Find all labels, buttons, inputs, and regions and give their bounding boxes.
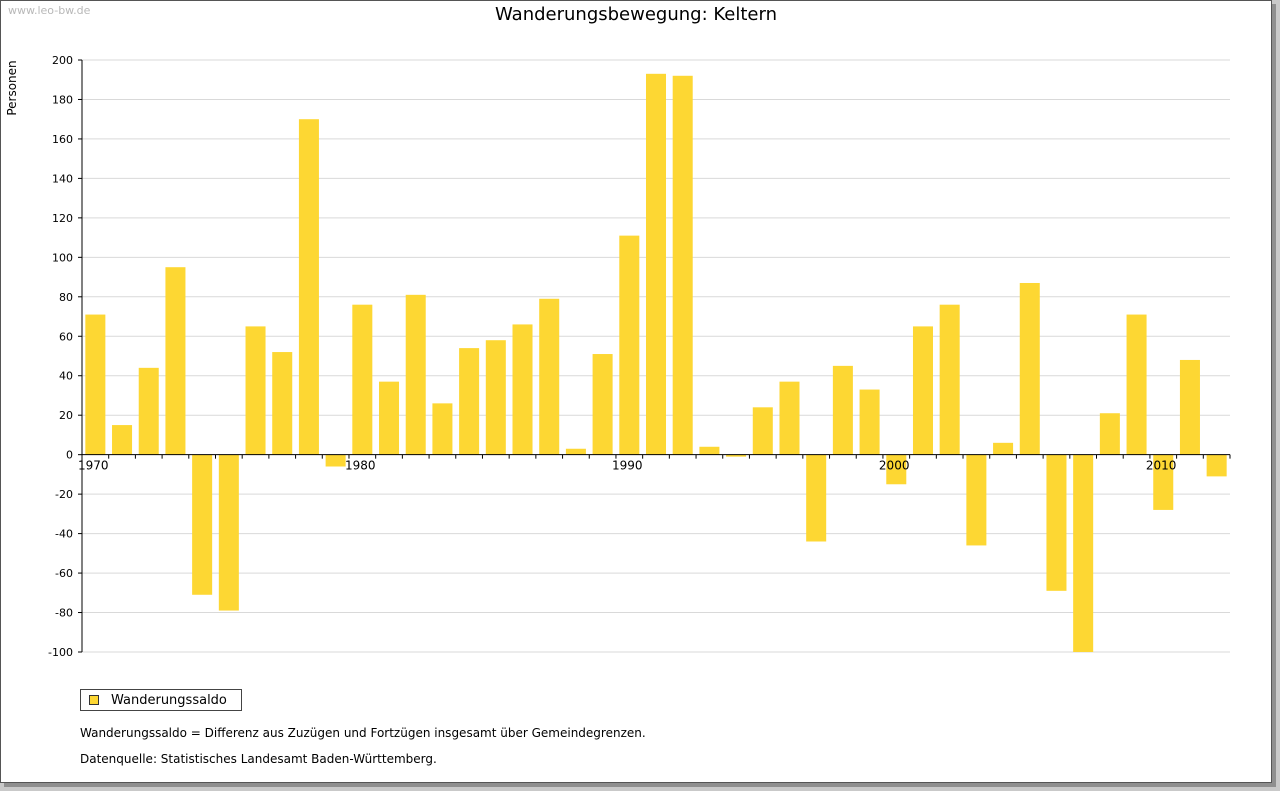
bar-1981 bbox=[379, 381, 400, 455]
bar-1987 bbox=[539, 298, 560, 455]
source-note: Datenquelle: Statistisches Landesamt Bad… bbox=[80, 752, 437, 766]
chart-title: Wanderungsbewegung: Keltern bbox=[495, 4, 777, 25]
y-tick-label: -40 bbox=[55, 528, 73, 541]
definition-note: Wanderungssaldo = Differenz aus Zuzügen … bbox=[80, 726, 646, 740]
bar-2001 bbox=[912, 326, 933, 455]
bar-1993 bbox=[699, 446, 720, 455]
bar-1988 bbox=[565, 448, 586, 455]
x-tick-label: 1990 bbox=[612, 459, 643, 473]
bar-2002 bbox=[939, 304, 960, 455]
bar-2008 bbox=[1099, 413, 1120, 455]
y-tick-label: 40 bbox=[59, 370, 73, 383]
bar-1980 bbox=[352, 304, 373, 455]
bar-1979 bbox=[325, 454, 346, 467]
bar-1978 bbox=[298, 119, 319, 455]
y-tick-label: 160 bbox=[52, 133, 73, 146]
bar-2007 bbox=[1073, 454, 1094, 652]
bar-1972 bbox=[138, 367, 159, 455]
bar-2011 bbox=[1179, 359, 1200, 455]
y-tick-label: -60 bbox=[55, 567, 73, 580]
bar-1974 bbox=[192, 454, 213, 595]
bar-1996 bbox=[779, 381, 800, 455]
y-tick-label: -20 bbox=[55, 488, 73, 501]
legend-label: Wanderungssaldo bbox=[111, 692, 227, 708]
x-tick-label: 2000 bbox=[879, 459, 910, 473]
bar-2003 bbox=[966, 454, 987, 546]
bar-2000 bbox=[886, 454, 907, 485]
bar-1986 bbox=[512, 324, 533, 455]
bar-layer bbox=[85, 73, 1227, 652]
bar-1990 bbox=[619, 235, 640, 455]
bar-2012 bbox=[1206, 454, 1227, 477]
x-tick-label: 1970 bbox=[78, 459, 109, 473]
y-tick-label: 0 bbox=[66, 449, 73, 462]
y-tick-label: 80 bbox=[59, 291, 73, 304]
y-axis-label: Personen bbox=[5, 60, 19, 115]
bar-1999 bbox=[859, 389, 880, 455]
bar-2010 bbox=[1153, 454, 1174, 510]
y-tick-label: 60 bbox=[59, 330, 73, 343]
bar-1973 bbox=[165, 267, 186, 455]
bar-1982 bbox=[405, 294, 426, 455]
bar-1991 bbox=[645, 73, 667, 455]
bar-1983 bbox=[432, 403, 453, 455]
x-tick-label: 2010 bbox=[1146, 459, 1177, 473]
legend-swatch bbox=[89, 695, 99, 705]
bar-1989 bbox=[592, 354, 613, 455]
bar-1970 bbox=[85, 314, 106, 455]
bar-1975 bbox=[218, 454, 239, 611]
x-tick-label: 1980 bbox=[345, 459, 376, 473]
y-tick-label: 120 bbox=[52, 212, 73, 225]
bar-2006 bbox=[1046, 454, 1067, 591]
y-tick-label: 20 bbox=[59, 409, 73, 422]
bar-1985 bbox=[485, 340, 506, 455]
bar-2005 bbox=[1019, 282, 1040, 455]
y-tick-label: 200 bbox=[52, 54, 73, 67]
bar-1984 bbox=[459, 348, 480, 455]
y-tick-label: 180 bbox=[52, 93, 73, 106]
watermark-text: www.leo-bw.de bbox=[8, 4, 91, 17]
bar-2009 bbox=[1126, 314, 1147, 455]
bar-1994 bbox=[726, 454, 747, 457]
y-tick-label: 100 bbox=[52, 251, 73, 264]
bar-2004 bbox=[993, 442, 1014, 455]
bar-1997 bbox=[806, 454, 827, 542]
legend: Wanderungssaldo bbox=[80, 689, 242, 711]
bar-1977 bbox=[272, 352, 293, 455]
bar-1995 bbox=[752, 407, 773, 455]
bar-1992 bbox=[672, 75, 693, 455]
y-tick-label: -80 bbox=[55, 607, 73, 620]
y-tick-label: 140 bbox=[52, 172, 73, 185]
axis-layer: 200180160140120100806040200-20-40-60-80-… bbox=[48, 54, 1231, 659]
bar-1971 bbox=[112, 425, 133, 455]
bar-1976 bbox=[245, 326, 266, 455]
bar-1998 bbox=[832, 365, 853, 455]
y-tick-label: -100 bbox=[48, 646, 73, 659]
